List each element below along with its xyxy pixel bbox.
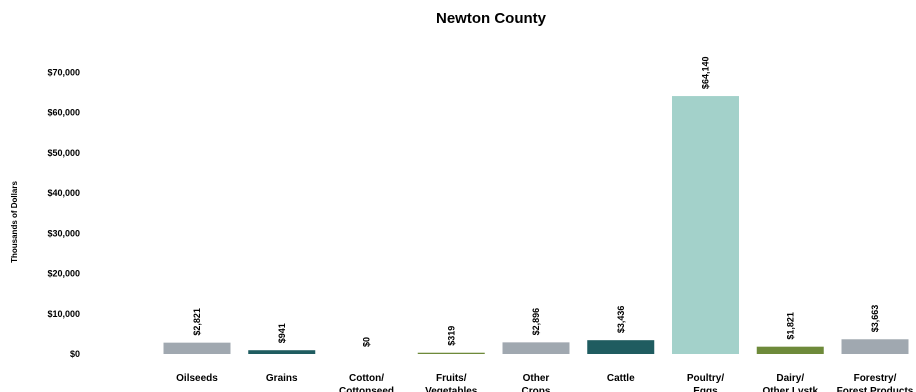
y-tick-label: $50,000 (47, 148, 80, 158)
bar (756, 346, 824, 354)
category-label: Other (523, 373, 550, 384)
bars (163, 96, 909, 354)
bar (587, 340, 655, 354)
category-label: Poultry/ (687, 373, 724, 384)
bar (502, 342, 570, 354)
category-label: Cotton/ (349, 373, 384, 384)
category-label: Crops (522, 386, 551, 392)
bar (163, 342, 231, 354)
category-label: Oilseeds (176, 373, 218, 384)
category-label: Cottonseed (339, 386, 394, 392)
category-label: Eggs (693, 386, 718, 392)
category-labels: Oilseeds Grains Cotton/Cottonseed Fruits/Ve… (176, 373, 914, 392)
data-label: $319 (446, 326, 456, 346)
y-tick-label: $30,000 (47, 228, 80, 238)
category-label: Other Lvstk (762, 386, 818, 392)
data-labels: $2,821 $941 $0 $319 $2,896 $3,436 $64,140 $1,82… (192, 57, 880, 347)
bar (248, 350, 316, 354)
category-label: Fruits/ (436, 373, 467, 384)
data-label: $0 (362, 337, 372, 347)
data-label: $2,896 (531, 308, 541, 336)
bar (841, 339, 909, 354)
bar (417, 352, 485, 354)
y-tick-label: $40,000 (47, 188, 80, 198)
category-label: Forestry/ (854, 373, 897, 384)
category-label: Vegetables (425, 386, 478, 392)
data-label: $3,663 (870, 305, 880, 333)
category-label: Grains (266, 373, 298, 384)
y-tick-label: $20,000 (47, 269, 80, 279)
y-axis-label: Thousands of Dollars (10, 181, 19, 263)
bar (672, 96, 739, 354)
data-label: $1,821 (785, 312, 795, 340)
data-label: $3,436 (616, 306, 626, 334)
category-label: Cattle (607, 373, 635, 384)
y-axis-ticks: $0 $10,000 $20,000 $30,000 $40,000 $50,000 $60… (47, 68, 80, 360)
category-label: Dairy/ (776, 373, 804, 384)
chart-title: Newton County (436, 10, 547, 27)
y-tick-label: $70,000 (47, 68, 80, 78)
y-tick-label: $60,000 (47, 108, 80, 118)
data-label: $2,821 (192, 308, 202, 336)
category-label: Forest Products (837, 386, 914, 392)
y-tick-label: $10,000 (47, 309, 80, 319)
data-label: $941 (277, 323, 287, 343)
y-tick-label: $0 (70, 349, 80, 359)
data-label: $64,140 (701, 57, 711, 90)
